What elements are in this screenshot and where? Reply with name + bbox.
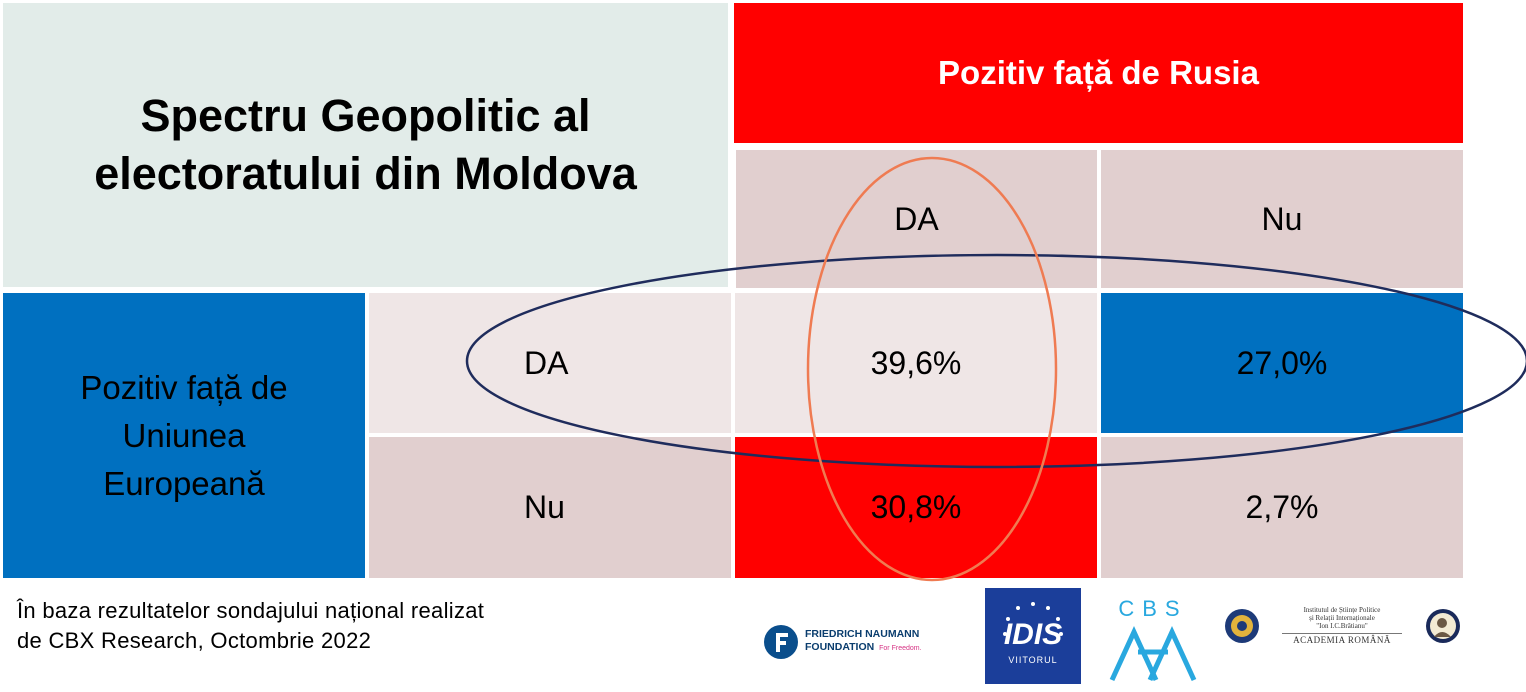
fnf-tagline: For Freedom. [879,645,922,652]
value-label: 39,6% [870,344,962,381]
portrait-medallion-icon [1426,609,1460,643]
title-line-2: electoratului din Moldova [94,148,637,199]
source-note-line-1: În baza rezultatelor sondajului național… [17,598,485,623]
column-header-label: Nu [1261,200,1303,237]
row-group-header: Pozitiv față de Uniunea Europeană [3,293,365,578]
cbs-axa-logo: CBS [1108,596,1198,684]
column-group-label: Pozitiv față de Rusia [938,54,1259,91]
ispri-line-4: ACADEMIA ROMÂNĂ [1282,633,1402,645]
value-cell-da-nu: 27,0% [1101,293,1463,433]
seal-icon [1225,609,1259,643]
value-cell-nu-nu: 2,7% [1101,437,1463,578]
fnf-logo: FRIEDRICH NAUMANN FOUNDATION For Freedom… [763,622,963,662]
eu-stars-icon [1003,602,1063,636]
row-group-line-2: Uniunea [122,416,246,454]
row-group-line-3: Europeană [103,464,265,502]
ispri-line-2: și Relații Internaționale [1309,614,1375,622]
idis-subtitle: VIITORUL [1008,655,1058,665]
title-cell: Spectru Geopolitic al electoratului din … [3,3,728,287]
value-label: 2,7% [1245,489,1319,525]
chart-title: Spectru Geopolitic al electoratului din … [94,87,637,203]
row-header-nu: Nu [369,437,731,578]
cbs-name: CBS [1118,596,1188,621]
ispri-logo: Institutul de Științe Politice și Relați… [1282,606,1402,645]
row-header-label: DA [524,344,569,381]
fnf-logo-icon [764,625,798,659]
idis-name: IDIS [1003,618,1063,651]
ispri-line-1: Institutul de Științe Politice [1303,606,1381,614]
row-header-label: Nu [524,489,565,525]
idis-logo: IDIS VIITORUL [985,588,1081,684]
fnf-name-line-1: FRIEDRICH NAUMANN [805,628,920,640]
ispri-line-3: "Ion I.C.Brătianu" [1316,622,1368,630]
row-group-line-1: Pozitiv față de [80,368,288,406]
axa-mark-icon [1109,625,1197,682]
value-label: 27,0% [1236,344,1328,381]
column-header-label: DA [894,200,939,237]
value-cell-da-da: 39,6% [735,293,1097,433]
column-group-header: Pozitiv față de Rusia [734,3,1463,143]
column-header-nu: Nu [1101,150,1463,288]
row-group-label: Pozitiv față de Uniunea Europeană [80,364,287,508]
fnf-name-line-2: FOUNDATION [805,641,875,653]
title-line-1: Spectru Geopolitic al [140,90,591,141]
source-note-line-2: de CBX Research, Octombrie 2022 [17,628,372,653]
column-header-da: DA [736,150,1097,288]
row-header-da: DA [369,293,731,433]
value-label: 30,8% [870,489,962,525]
value-cell-nu-da: 30,8% [735,437,1097,578]
